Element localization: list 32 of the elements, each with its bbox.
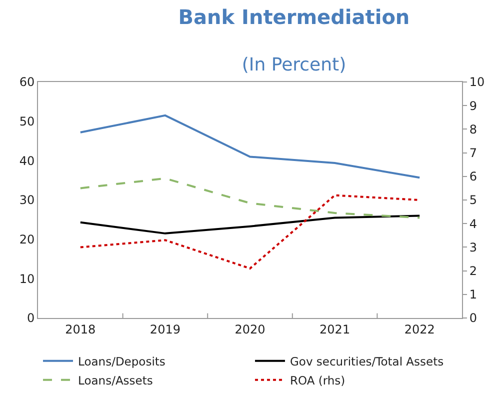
x-tick-label: 2019 xyxy=(150,322,180,336)
y2-tick-label: 2 xyxy=(469,264,478,278)
chart-subtitle: (In Percent) xyxy=(242,54,346,76)
y-tick-label: 60 xyxy=(19,75,35,90)
y-tick-label: 20 xyxy=(19,232,35,247)
y2-tick-label: 3 xyxy=(469,240,478,254)
line-series xyxy=(79,114,421,179)
chart-title: Bank Intermediation xyxy=(178,5,410,30)
x-tick-label: 2021 xyxy=(320,322,350,336)
y-tick-label: 30 xyxy=(19,193,35,208)
y-tick-label: 50 xyxy=(19,114,35,129)
x-tick-label: 2018 xyxy=(65,322,96,336)
line-series xyxy=(79,177,421,219)
y2-tick-label: 9 xyxy=(469,98,478,113)
y2-tick-label: 7 xyxy=(469,146,478,160)
x-tick-label: 2020 xyxy=(234,322,266,336)
legend-label: Gov securities/Total Assets xyxy=(290,354,444,368)
y2-tick-label: 5 xyxy=(469,193,478,208)
y2-tick-label: 4 xyxy=(469,216,478,231)
legend-label: ROA (rhs) xyxy=(290,373,346,388)
legend-label: Loans/Deposits xyxy=(78,354,166,368)
line-series xyxy=(79,214,421,234)
y-tick-label: 0 xyxy=(26,311,35,326)
y-tick-label: 10 xyxy=(19,272,35,286)
legend-label: Loans/Assets xyxy=(78,373,153,388)
y2-tick-label: 1 xyxy=(469,288,478,302)
y2-tick-label: 0 xyxy=(469,311,478,326)
y2-tick-label: 6 xyxy=(469,170,478,184)
y2-tick-label: 8 xyxy=(469,122,478,136)
x-tick-label: 2022 xyxy=(404,322,435,336)
y2-tick-label: 10 xyxy=(469,75,485,90)
y-tick-label: 40 xyxy=(19,154,35,168)
